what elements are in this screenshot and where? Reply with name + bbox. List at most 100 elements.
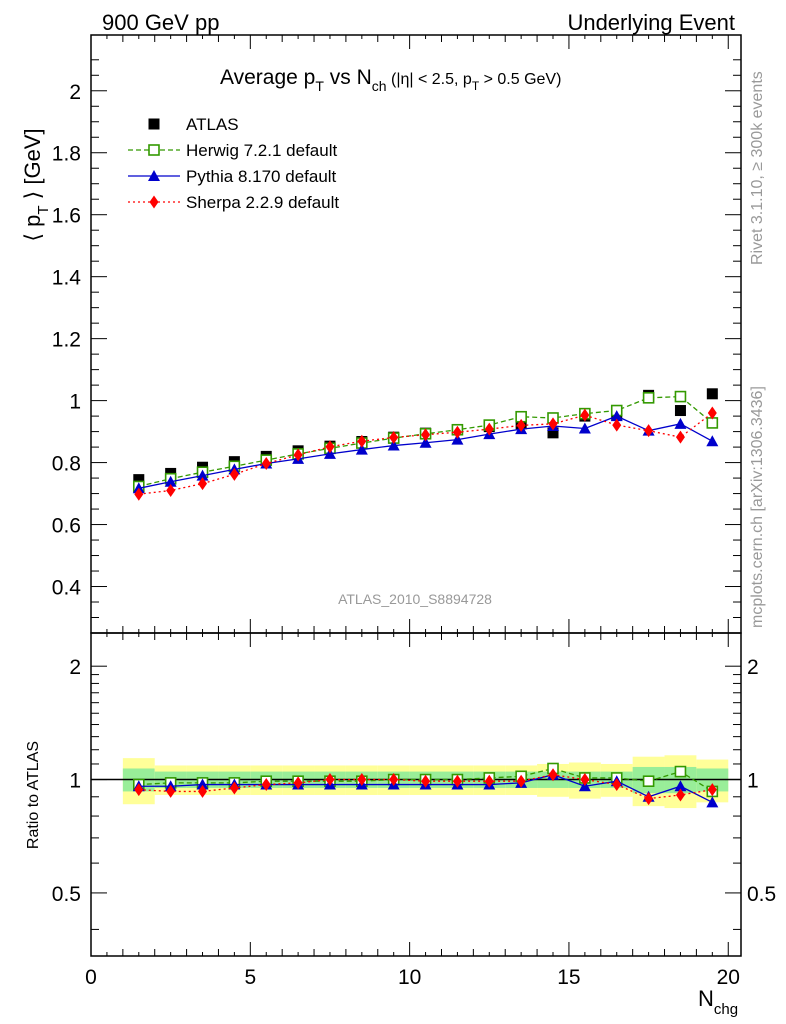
point-pythia xyxy=(419,436,432,448)
point-sherpa xyxy=(421,774,431,788)
point-pythia xyxy=(706,796,719,808)
point-sherpa xyxy=(229,467,239,481)
main-ylabel-sub: T xyxy=(35,205,52,214)
main-title-sub2: ch xyxy=(372,78,387,94)
point-sherpa xyxy=(580,408,590,422)
point-pythia xyxy=(674,780,687,792)
y-tick-label: 1.4 xyxy=(52,267,82,290)
point-sherpa xyxy=(707,783,717,797)
header-left: 900 GeV pp xyxy=(102,10,219,35)
legend-marker-pythia xyxy=(148,170,160,181)
main-title-sub1: T xyxy=(315,78,324,94)
point-sherpa xyxy=(675,430,685,444)
main-panel: 0.4 0.6 0.8 1 1.2 1.4 1.6 1.8 2 xyxy=(52,34,742,634)
point-pythia xyxy=(451,433,464,445)
y-tick-label: 2 xyxy=(69,81,81,104)
point-pythia xyxy=(610,410,623,422)
point-atlas xyxy=(706,388,718,400)
legend-label-atlas: ATLAS xyxy=(186,115,239,134)
x-tick-label: 5 xyxy=(244,966,256,989)
point-sherpa xyxy=(675,788,685,802)
y-tick-label: 1.2 xyxy=(52,329,81,352)
point-sherpa xyxy=(198,784,208,798)
point-pythia xyxy=(706,435,719,447)
point-sherpa xyxy=(357,773,367,787)
point-sherpa xyxy=(166,483,176,497)
legend-label-herwig: Herwig 7.2.1 default xyxy=(186,141,337,160)
point-sherpa xyxy=(484,774,494,788)
point-sherpa xyxy=(134,487,144,501)
header-right: Underlying Event xyxy=(567,10,735,35)
rivet-label: Rivet 3.1.10, ≥ 300k events xyxy=(749,71,766,265)
ratio-y-tick-label-right: 1 xyxy=(747,770,759,793)
ratio-y-tick-label-right: 0.5 xyxy=(747,883,776,906)
point-sherpa xyxy=(644,792,654,806)
point-sherpa xyxy=(548,417,558,431)
point-herwig xyxy=(674,390,687,403)
point-atlas xyxy=(674,405,686,417)
point-sherpa xyxy=(293,776,303,790)
legend-marker-sherpa xyxy=(149,195,159,209)
xlabel-pre: N xyxy=(698,986,714,1011)
point-sherpa xyxy=(229,781,239,795)
point-sherpa xyxy=(261,457,271,471)
legend-label-sherpa: Sherpa 2.2.9 default xyxy=(186,193,339,212)
ratio-ylabel: Ratio to ATLAS xyxy=(25,741,42,849)
point-sherpa xyxy=(707,406,717,420)
point-sherpa xyxy=(421,428,431,442)
point-sherpa xyxy=(261,778,271,792)
point-sherpa xyxy=(548,768,558,782)
point-sherpa xyxy=(134,783,144,797)
main-title-pre: Average p xyxy=(220,66,315,89)
point-sherpa xyxy=(325,440,335,454)
point-sherpa xyxy=(452,425,462,439)
y-tick-label: 1.8 xyxy=(52,143,81,166)
point-sherpa xyxy=(389,430,399,444)
point-pythia xyxy=(164,475,177,487)
ratio-y-tick-label: 1 xyxy=(69,770,81,793)
legend-marker-herwig xyxy=(148,144,160,156)
ratio-y-tick-label: 2 xyxy=(69,656,81,679)
x-tick-label: 20 xyxy=(717,966,740,989)
point-pythia xyxy=(578,422,591,434)
series-line-pythia xyxy=(138,415,713,489)
point-herwig xyxy=(642,775,655,788)
point-pythia xyxy=(323,447,336,459)
point-pythia xyxy=(196,778,209,790)
point-sherpa xyxy=(325,773,335,787)
point-sherpa xyxy=(166,784,176,798)
y-tick-label: 0.8 xyxy=(52,453,81,476)
legend-marker-atlas xyxy=(148,118,160,130)
point-herwig xyxy=(642,392,655,404)
mcplots-label: mcplots.cern.ch [arXiv:1306.3436] xyxy=(749,386,766,628)
point-pythia xyxy=(387,439,400,451)
x-tick-label: 15 xyxy=(557,966,580,989)
xlabel: Nchg xyxy=(698,986,738,1018)
x-tick-label: 0 xyxy=(85,966,97,989)
main-title-cut-end: > 0.5 GeV) xyxy=(479,71,561,88)
legend: ATLAS Herwig 7.2.1 default Pythia 8.170 de… xyxy=(128,115,339,212)
point-sherpa xyxy=(389,773,399,787)
ratio-y-tick-label: 0.5 xyxy=(52,883,81,906)
point-pythia xyxy=(674,417,687,429)
point-pythia xyxy=(196,469,209,481)
series-line-sherpa xyxy=(138,412,713,495)
xlabel-sub: chg xyxy=(714,1001,738,1018)
x-tick-label: 10 xyxy=(398,966,421,989)
point-sherpa xyxy=(198,477,208,491)
main-title-mid: vs N xyxy=(324,66,372,89)
y-tick-label: 0.6 xyxy=(52,515,81,538)
point-sherpa xyxy=(484,422,494,436)
main-ylabel-post: ⟩ [GeV] xyxy=(20,128,45,205)
point-sherpa xyxy=(612,418,622,432)
point-sherpa xyxy=(612,778,622,792)
main-title-sub3: T xyxy=(472,79,480,93)
point-sherpa xyxy=(516,418,526,432)
y-tick-label: 0.4 xyxy=(52,577,82,600)
ratio-frame xyxy=(90,632,742,957)
point-sherpa xyxy=(516,774,526,788)
analysis-watermark: ATLAS_2010_S8894728 xyxy=(338,591,492,607)
point-sherpa xyxy=(293,448,303,462)
ratio-panel: 0 5 10 15 20 0.5 0.5 1 1 2 2 xyxy=(52,632,776,989)
y-tick-label: 1 xyxy=(69,391,81,414)
